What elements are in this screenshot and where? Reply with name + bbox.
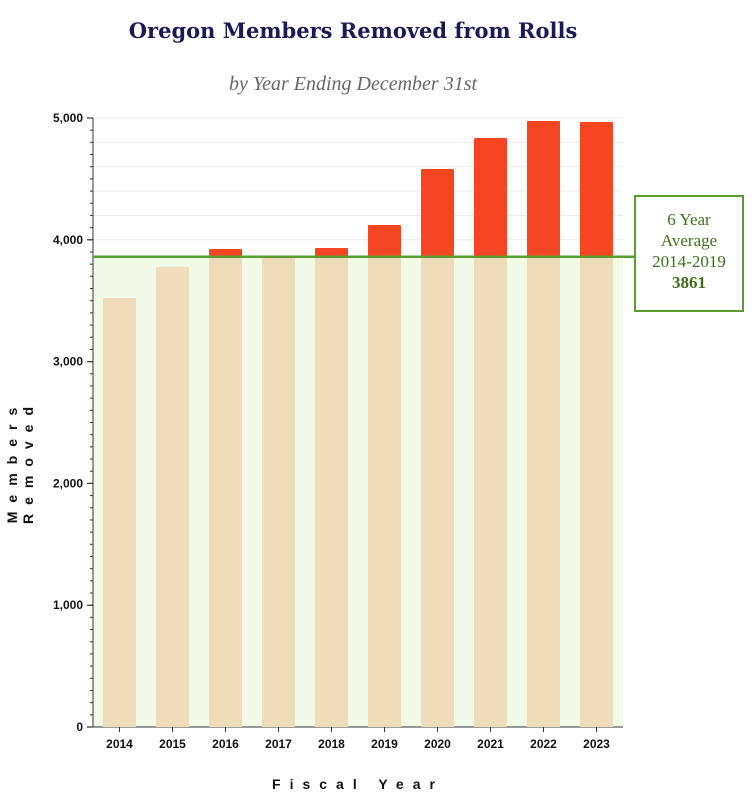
x-tick-label: 2021 [477, 737, 504, 751]
x-tick-label: 2014 [106, 737, 133, 751]
bar-below-average [474, 256, 507, 727]
y-tick-label: 4,000 [53, 233, 83, 247]
bar-above-average [474, 137, 507, 257]
chart-title: Oregon Members Removed from Rolls [128, 18, 578, 43]
average-label-2: Average [660, 231, 718, 250]
bar-above-average [315, 247, 348, 257]
y-tick-label: 5,000 [53, 111, 83, 125]
bar-below-average [580, 256, 613, 727]
bar-above-average [421, 169, 454, 257]
chart-subtitle: by Year Ending December 31st [228, 73, 478, 95]
x-axis-label: Fiscal Year [272, 776, 444, 792]
x-tick-label: 2022 [530, 737, 557, 751]
bar-below-average [527, 256, 560, 727]
average-label-3: 2014-2019 [652, 252, 726, 271]
bar-above-average [209, 249, 242, 257]
bar-below-average [421, 256, 454, 727]
x-tick-label: 2018 [318, 737, 345, 751]
bar-above-average [580, 122, 613, 257]
y-tick-label: 1,000 [53, 598, 83, 612]
bar-below-average [209, 256, 242, 727]
x-tick-label: 2023 [583, 737, 610, 751]
average-annotation: 6 Year Average 2014-2019 3861 [634, 195, 744, 312]
y-tick-label: 2,000 [53, 476, 83, 490]
x-tick-label: 2015 [159, 737, 186, 751]
x-tick-label: 2019 [371, 737, 398, 751]
average-label-1: 6 Year [667, 210, 711, 229]
bar-below-average [315, 256, 348, 727]
y-tick-label: 0 [76, 720, 83, 734]
bar-below-average [156, 266, 189, 727]
average-value: 3861 [672, 273, 706, 292]
bar-above-average [368, 225, 401, 257]
y-tick-label: 3,000 [53, 355, 83, 369]
bar-above-average [527, 121, 560, 257]
x-tick-label: 2017 [265, 737, 292, 751]
bar-below-average [368, 256, 401, 727]
bar-below-average [262, 256, 295, 727]
x-tick-label: 2016 [212, 737, 239, 751]
x-tick-label: 2020 [424, 737, 451, 751]
bar-below-average [103, 298, 136, 727]
